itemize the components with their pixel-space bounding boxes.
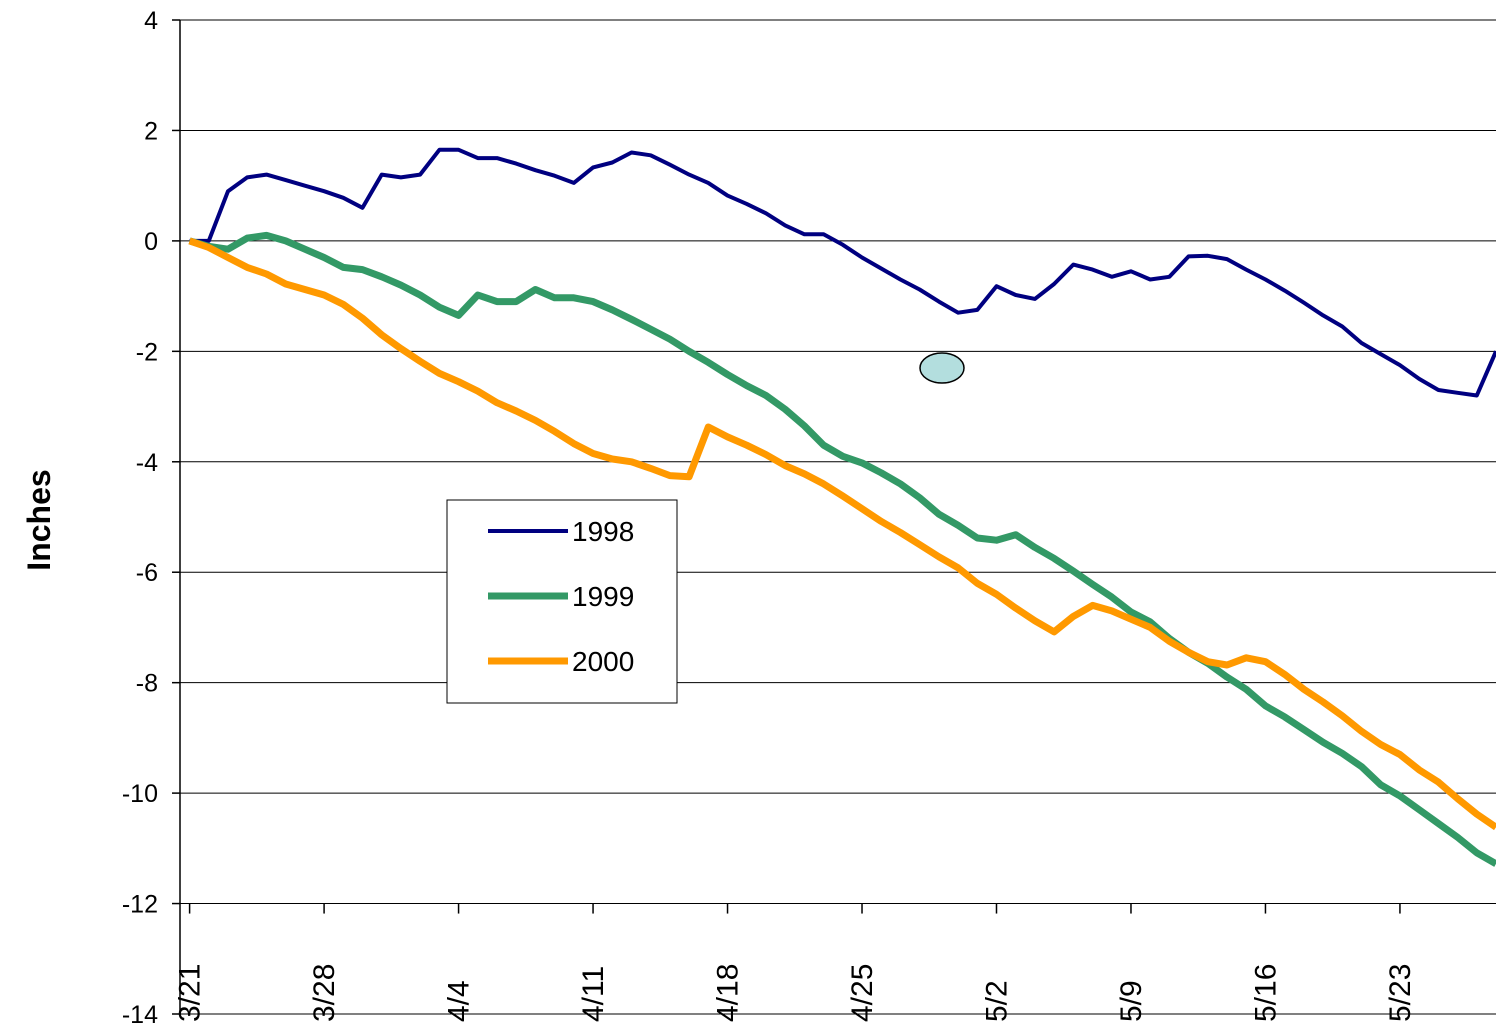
x-tick-label: 4/11: [577, 966, 610, 1022]
x-tick-label: 3/21: [174, 964, 207, 1022]
y-tick-label: -2: [136, 338, 158, 366]
x-tick-label: 3/28: [308, 964, 341, 1022]
legend-label: 1999: [572, 581, 634, 612]
y-tick-label: -8: [136, 670, 158, 698]
data-line: [188, 237, 1496, 831]
x-tick-label: 4/4: [443, 980, 476, 1022]
data-line: [188, 231, 1496, 867]
y-tick-label: -6: [136, 559, 158, 587]
x-tick-label: 4/25: [846, 964, 879, 1022]
legend: 1998 1999 2000: [446, 499, 678, 704]
y-tick-label: -14: [122, 1001, 158, 1027]
y-tick-label: -10: [122, 780, 158, 808]
x-tick-label: 5/9: [1115, 980, 1148, 1022]
legend-label: 2000: [572, 646, 634, 677]
legend-box: [446, 499, 678, 704]
y-tick-label: 4: [144, 7, 158, 35]
y-tick-label: 0: [144, 228, 158, 256]
shape: [919, 352, 965, 384]
y-tick-label: -4: [136, 449, 158, 477]
legend-label: 1998: [572, 516, 634, 547]
x-tick-label: 5/16: [1249, 964, 1282, 1022]
y-tick-label: -12: [122, 891, 158, 919]
x-tick-label: 4/18: [712, 964, 745, 1022]
y-tick-label: 2: [144, 117, 158, 145]
x-tick-label: 5/23: [1384, 964, 1417, 1022]
y-axis-label: Inches: [21, 469, 57, 570]
data-line: [189, 147, 1496, 398]
x-tick-label: 5/2: [980, 980, 1013, 1022]
